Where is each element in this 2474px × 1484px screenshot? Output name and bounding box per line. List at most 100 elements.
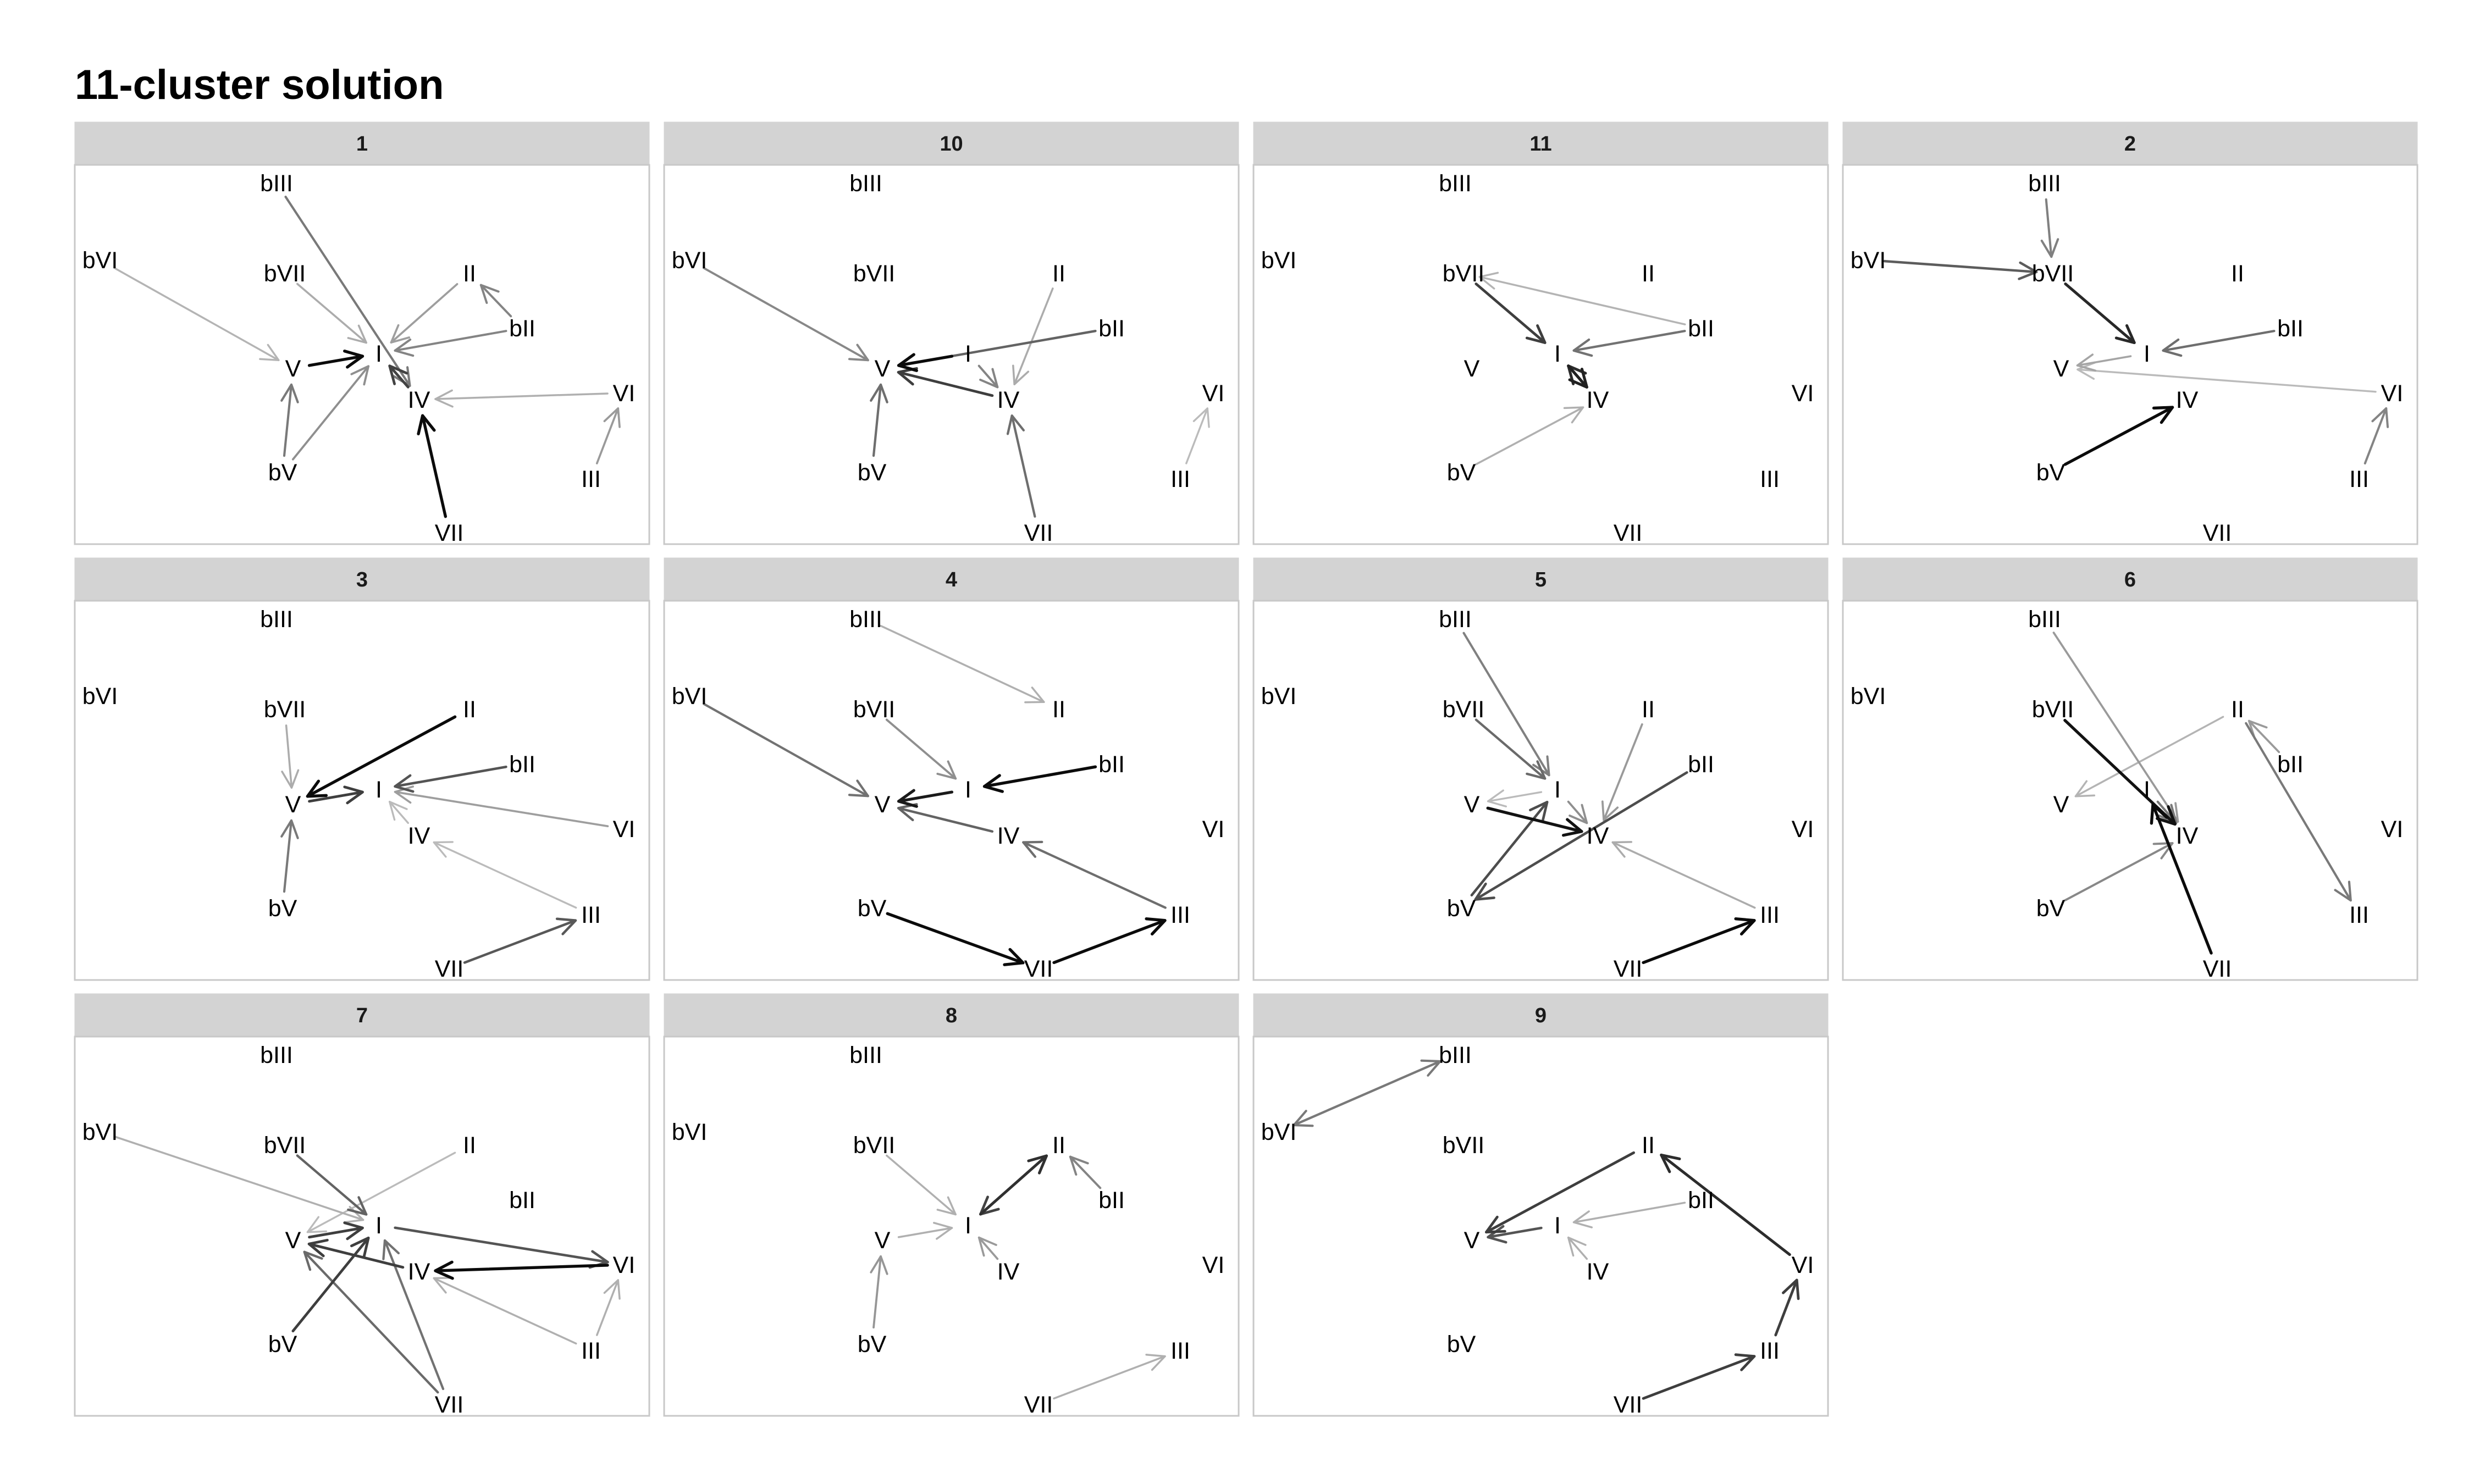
edge-iii-to-vi <box>1185 407 1210 464</box>
node-label-v: V <box>1464 356 1480 382</box>
edge-vi-to-ii <box>1660 1153 1791 1256</box>
node-label-bvi: bVI <box>82 247 118 274</box>
edge-vii-to-iii <box>1052 917 1167 965</box>
node-label-bii: bII <box>1688 315 1714 342</box>
node-label-bvii: bVII <box>264 1132 306 1159</box>
node-label-bvi: bVI <box>1851 247 1886 274</box>
edge-biii-to-iv <box>284 196 411 387</box>
node-label-v: V <box>2053 356 2069 382</box>
node-label-ii: II <box>463 261 476 287</box>
edge-bvii-to-v <box>281 724 300 789</box>
panel-body <box>1842 600 2418 981</box>
node-label-bvi: bVI <box>672 1119 708 1145</box>
node-label-bii: bII <box>2277 315 2304 342</box>
node-label-bvi: bVI <box>82 1119 118 1145</box>
panel-body <box>1252 600 1829 981</box>
node-label-vii: VII <box>435 956 464 982</box>
node-label-iii: III <box>1170 1338 1190 1364</box>
edge-vii-to-v <box>303 1250 439 1394</box>
edge-bii-to-bvii <box>1478 272 1686 325</box>
edge-iv-to-v <box>307 1238 405 1269</box>
node-label-bvi: bVI <box>1261 247 1297 274</box>
panel-body <box>663 1036 1240 1417</box>
node-label-vi: VI <box>1202 816 1225 843</box>
node-label-i: I <box>1554 777 1561 803</box>
node-label-vii: VII <box>1024 956 1053 982</box>
node-label-bv: bV <box>2036 895 2066 922</box>
node-label-iii: III <box>581 902 601 928</box>
node-label-vii: VII <box>1024 1392 1053 1418</box>
node-label-bv: bV <box>1447 895 1476 922</box>
panel-strip-label: 10 <box>940 132 963 156</box>
node-label-bv: bV <box>1447 1331 1476 1358</box>
node-label-biii: bIII <box>1439 170 1472 197</box>
edge-bii-to-i <box>394 765 507 793</box>
node-label-vii: VII <box>435 520 464 546</box>
edge-bvi-to-v <box>703 267 869 362</box>
node-label-ii: II <box>463 1132 476 1159</box>
panel-strip <box>1253 993 1829 1037</box>
node-label-bv: bV <box>268 459 297 486</box>
panel-body <box>663 600 1240 981</box>
edge-iv-to-i <box>388 800 410 824</box>
edge-bii-to-i <box>394 330 507 357</box>
node-label-i: I <box>2144 341 2150 367</box>
node-label-bvi: bVI <box>82 683 118 710</box>
edge-bvii-to-i <box>886 1154 957 1216</box>
node-label-biii: bIII <box>2028 170 2061 197</box>
node-label-vii: VII <box>1614 520 1643 546</box>
panel-strip-label: 9 <box>1535 1004 1547 1027</box>
edge-vi-to-iv <box>434 1260 609 1280</box>
edge-biii-to-bvi <box>1293 1060 1442 1127</box>
node-label-biii: bIII <box>849 1042 882 1068</box>
node-label-vii: VII <box>1614 956 1643 982</box>
node-label-v: V <box>285 1227 301 1254</box>
node-label-i: I <box>965 341 971 367</box>
node-label-vii: VII <box>2203 956 2232 982</box>
node-label-iv: IV <box>1587 387 1609 413</box>
edge-bv-to-v <box>870 1255 888 1329</box>
node-label-iv: IV <box>1587 1259 1609 1285</box>
node-label-i: I <box>1554 1212 1561 1239</box>
node-label-v: V <box>875 356 891 382</box>
panel-body <box>1252 164 1829 545</box>
node-label-bvii: bVII <box>1443 1132 1485 1159</box>
node-label-vii: VII <box>1024 520 1053 546</box>
edge-iv-to-i <box>1567 1236 1588 1260</box>
node-label-vii: VII <box>435 1392 464 1418</box>
node-label-biii: bIII <box>260 1042 293 1068</box>
node-label-bv: bV <box>268 1331 297 1358</box>
node-label-i: I <box>2144 777 2150 803</box>
node-label-bv: bV <box>858 459 887 486</box>
node-label-iii: III <box>1760 1338 1780 1364</box>
node-label-iii: III <box>581 1338 601 1364</box>
node-label-bvi: bVI <box>672 247 708 274</box>
node-label-v: V <box>1464 791 1480 818</box>
edge-iii-to-iv <box>433 841 577 909</box>
panel-strip <box>664 557 1239 601</box>
edge-bii-to-ii <box>479 284 512 318</box>
edge-i-to-ii <box>979 1154 1048 1216</box>
edge-vii-to-iv <box>417 414 448 518</box>
node-label-vi: VI <box>613 1252 636 1278</box>
node-label-vi: VI <box>613 380 636 407</box>
edge-bvii-to-i <box>1475 283 1547 344</box>
edge-bvii-to-i <box>885 718 957 780</box>
node-label-iv: IV <box>2176 823 2199 849</box>
node-label-bvii: bVII <box>264 261 306 287</box>
node-label-iv: IV <box>408 1259 430 1285</box>
node-label-biii: bIII <box>1439 1042 1472 1068</box>
panel-strip-label: 11 <box>1529 132 1551 156</box>
node-label-bii: bII <box>509 315 535 342</box>
edge-iii-to-vi <box>596 1279 621 1336</box>
edge-bii-to-i <box>1572 330 1686 357</box>
node-label-vi: VI <box>1202 380 1225 407</box>
